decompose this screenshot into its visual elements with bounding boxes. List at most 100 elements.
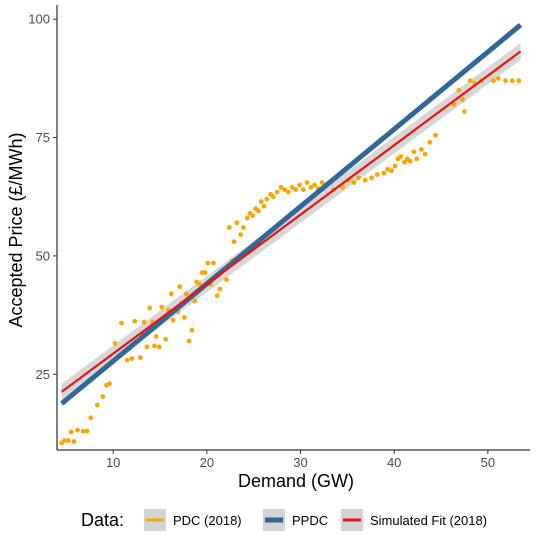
data-point [168,291,174,297]
x-tick-label: 40 [387,455,401,470]
data-point [264,196,270,202]
data-point [217,286,223,292]
data-point [132,318,138,324]
data-point [278,184,284,190]
data-point [312,182,317,188]
legend-label: Simulated Fit (2018) [370,513,487,528]
data-point [170,317,176,323]
data-point [147,305,153,311]
data-point [88,415,94,421]
data-point [238,232,244,238]
data-point [163,336,169,342]
x-tick-label: 30 [293,455,307,470]
data-point [224,277,229,282]
data-point [68,429,74,435]
data-point [433,132,438,138]
x-axis-title: Demand (GW) [238,471,354,491]
data-point [381,170,387,176]
legend-item: PPDC [263,509,328,531]
data-point [414,156,420,162]
data-point [65,438,71,443]
data-point [241,225,246,230]
data-point [304,180,310,185]
data-point [186,338,192,344]
data-point [374,172,380,177]
data-point [460,97,465,103]
axes [53,5,530,454]
data-point [451,102,457,107]
data-point [293,187,299,193]
data-point [256,208,261,214]
data-point [62,438,67,443]
data-point [177,284,183,290]
data-point [250,213,256,219]
data-point [138,355,143,361]
y-tick-label: 50 [36,248,50,263]
data-point [300,187,306,193]
data-point [197,281,202,287]
data-point [362,177,368,183]
data-point [319,180,325,185]
legend-label: PDC (2018) [173,513,242,528]
data-point [94,402,100,408]
data-point [152,343,157,349]
data-point [129,356,135,361]
legend-label: PPDC [292,513,328,528]
y-tick-label: 100 [28,12,50,27]
legend-title: Data: [81,510,124,530]
data-point [411,149,417,155]
y-axis-title: Accepted Price (£/MWh) [6,132,26,327]
legend: Data: PDC (2018) PPDC Simulated Fit (2018) [81,509,487,531]
data-point [71,439,77,444]
data-point [516,78,522,84]
data-point [385,166,390,172]
ppdc-line [60,22,523,406]
data-point [351,180,357,185]
data-point [211,260,216,266]
data-point [80,428,86,434]
data-point [202,270,208,275]
data-point [422,151,428,157]
x-tick-label: 10 [106,455,120,470]
data-point [84,428,90,434]
data-point [100,394,106,399]
legend-item: Simulated Fit (2018) [341,509,487,531]
data-point [226,225,232,230]
data-point [124,357,130,363]
data-point [509,78,515,84]
data-point [271,194,276,200]
fit-lines-layer [60,22,523,406]
data-point [189,327,195,333]
data-point [144,344,150,350]
x-tick-label: 50 [481,455,495,470]
y-tick-label: 75 [36,130,50,145]
data-point [503,78,508,84]
data-point [289,184,295,190]
data-point [153,334,159,339]
data-point [308,184,314,190]
data-point [258,199,264,204]
data-point [456,87,462,93]
data-point [156,344,162,350]
data-point [389,168,394,174]
data-point [467,78,473,84]
data-point [261,203,267,209]
data-point [274,189,280,195]
data-point [407,158,413,164]
data-point [297,182,302,188]
simulated-fit-line [61,50,522,393]
data-point [462,109,467,114]
data-point [282,187,287,193]
data-point [119,320,124,326]
data-point [159,304,165,310]
data-point [356,175,361,181]
data-point [340,184,346,190]
data-point [214,293,220,299]
x-tick-label: 20 [200,455,214,470]
data-point [369,175,375,181]
data-point [192,298,198,304]
data-point [419,147,424,152]
tick-labels: 10 20 30 40 50 25 50 75 100 [28,12,495,470]
data-point [234,220,240,226]
